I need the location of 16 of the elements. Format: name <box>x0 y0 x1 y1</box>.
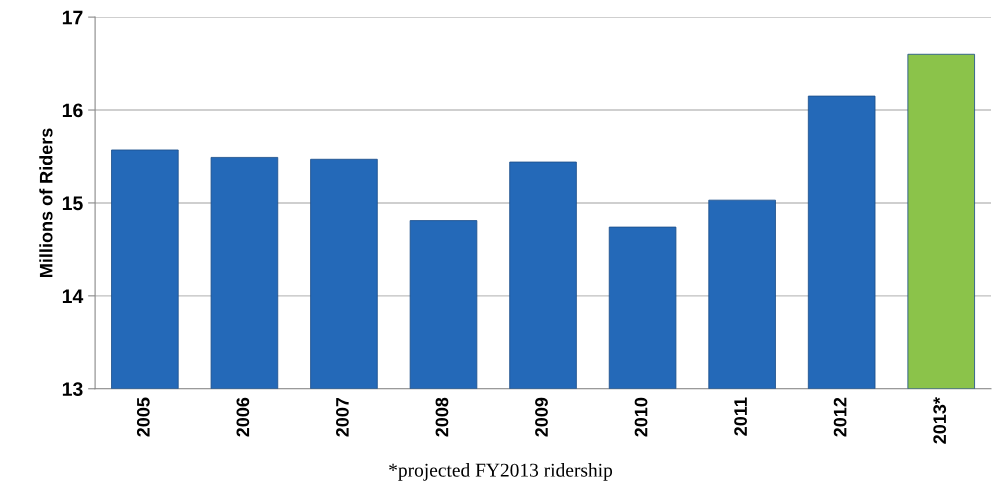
x-tick-label: 2010 <box>634 397 648 437</box>
x-tick-label: 2005 <box>136 397 150 437</box>
x-tick-label: 2006 <box>236 397 250 437</box>
y-tick-label: 13 <box>62 382 83 397</box>
text: *projected FY2013 ridership <box>389 463 613 481</box>
y-tick-label: 17 <box>62 10 83 25</box>
y-tick-label: 14 <box>62 289 84 303</box>
y-tick-label: 15 <box>62 196 83 211</box>
x-tick-label: 2011 <box>734 397 747 436</box>
x-tick-label: 2009 <box>535 397 548 437</box>
x-tick-label: 2012 <box>833 397 847 437</box>
x-tick-label: 2008 <box>435 397 449 437</box>
x-tick-label: 2013* <box>933 397 947 444</box>
y-axis-title: Millions of Riders <box>39 128 53 277</box>
y-tick-label: 16 <box>62 103 83 118</box>
x-tick-label: 2007 <box>336 397 349 437</box>
